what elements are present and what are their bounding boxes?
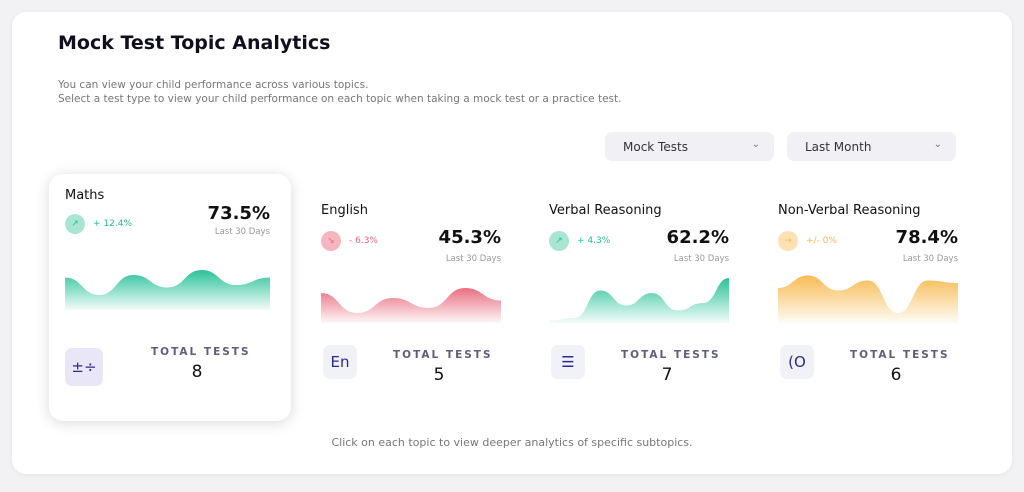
page-title: Mock Test Topic Analytics xyxy=(58,32,331,54)
test-type-dropdown[interactable]: Mock Tests ⌄ xyxy=(605,132,774,161)
topic-card-maths[interactable]: Maths ↗ + 12.4% 73.5% Last 30 Days ±÷ TO… xyxy=(65,188,270,388)
shapes-icon: (O xyxy=(780,345,814,379)
score-percent: 73.5% xyxy=(207,203,270,224)
topic-name: Non-Verbal Reasoning xyxy=(778,203,921,218)
topic-card-verbal-reasoning[interactable]: Verbal Reasoning ↗ + 4.3% 62.2% Last 30 … xyxy=(549,203,729,403)
trend-down-icon: ↘ xyxy=(321,231,341,251)
period-label: Last 30 Days xyxy=(214,227,270,237)
period-label: Last 30 Days xyxy=(673,254,729,264)
sparkline-chart xyxy=(549,278,729,323)
period-label: Last 30 Days xyxy=(445,254,501,264)
footer-hint: Click on each topic to view deeper analy… xyxy=(331,436,693,449)
total-tests-value: 7 xyxy=(661,365,673,385)
page-description: You can view your child performance acro… xyxy=(58,79,622,105)
total-tests-label: TOTAL TESTS xyxy=(621,349,721,361)
sparkline-area xyxy=(549,278,729,323)
sparkline-chart xyxy=(65,270,270,310)
sparkline-chart xyxy=(778,275,958,323)
total-tests-label: TOTAL TESTS xyxy=(850,349,950,361)
chevron-down-icon: ⌄ xyxy=(933,139,942,150)
topic-card-non-verbal-reasoning[interactable]: Non-Verbal Reasoning → +/- 0% 78.4% Last… xyxy=(778,203,958,403)
topic-card-english[interactable]: English ↘ - 6.3% 45.3% Last 30 Days En T… xyxy=(321,203,501,403)
english-icon: En xyxy=(323,345,357,379)
math-operators-icon: ±÷ xyxy=(65,348,103,386)
sparkline-area xyxy=(778,275,958,323)
topic-name: Verbal Reasoning xyxy=(549,203,662,218)
text-list-icon: ☰ xyxy=(551,345,585,379)
total-tests-value: 6 xyxy=(890,365,902,385)
topic-name: Maths xyxy=(65,188,105,203)
score-percent: 62.2% xyxy=(666,227,729,248)
score-change: - 6.3% xyxy=(349,236,378,246)
trend-up-icon: ↗ xyxy=(549,231,569,251)
period-label: Last 30 Days xyxy=(902,254,958,264)
score-percent: 78.4% xyxy=(895,227,958,248)
sparkline-area xyxy=(65,270,270,310)
trend-up-icon: ↗ xyxy=(65,214,85,234)
total-tests-value: 5 xyxy=(433,365,445,385)
score-percent: 45.3% xyxy=(438,227,501,248)
period-dropdown[interactable]: Last Month ⌄ xyxy=(787,132,956,161)
sparkline-chart xyxy=(321,288,501,323)
total-tests-value: 8 xyxy=(191,362,203,382)
score-change: + 12.4% xyxy=(93,219,132,229)
score-change: +/- 0% xyxy=(806,236,837,246)
score-change: + 4.3% xyxy=(577,236,611,246)
sparkline-area xyxy=(321,288,501,323)
trend-flat-icon: → xyxy=(778,231,798,251)
total-tests-label: TOTAL TESTS xyxy=(151,346,251,358)
chevron-down-icon: ⌄ xyxy=(751,139,760,150)
topic-name: English xyxy=(321,203,368,218)
total-tests-label: TOTAL TESTS xyxy=(393,349,493,361)
